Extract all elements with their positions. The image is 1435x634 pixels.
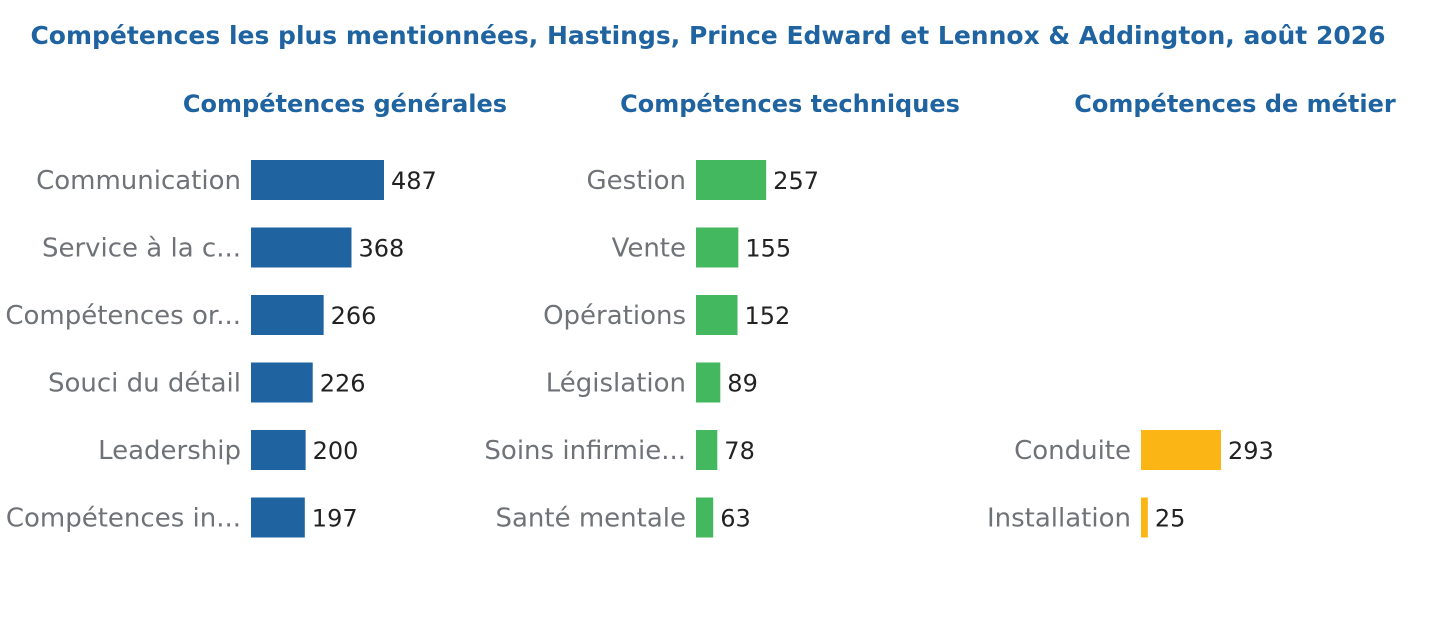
category-label: Gestion xyxy=(587,166,687,196)
category-label: Législation xyxy=(546,369,686,399)
value-label: 487 xyxy=(391,167,437,195)
bar xyxy=(696,362,721,403)
value-label: 197 xyxy=(312,505,358,533)
value-label: 266 xyxy=(331,302,377,330)
bar xyxy=(251,362,313,403)
panel-title: Compétences techniques xyxy=(620,90,960,118)
bar xyxy=(1141,497,1148,538)
bar xyxy=(696,430,718,470)
chart-title: Compétences les plus mentionnées, Hastin… xyxy=(30,21,1385,50)
bar xyxy=(251,295,324,335)
value-label: 25 xyxy=(1155,505,1186,533)
category-label: Service à la c... xyxy=(42,234,241,264)
bar xyxy=(1141,430,1222,470)
category-label: Opérations xyxy=(543,301,686,331)
category-label: Soins infirmie... xyxy=(484,436,686,466)
panel-2: Compétences techniques Gestion 257 Vente 155… xyxy=(484,90,960,538)
value-label: 226 xyxy=(320,370,366,398)
value-label: 368 xyxy=(359,235,405,263)
chart-panels: Compétences générales Communication 487 Ser… xyxy=(5,90,1396,538)
value-label: 293 xyxy=(1228,437,1274,465)
bar xyxy=(696,497,714,538)
bar xyxy=(251,227,352,268)
value-label: 78 xyxy=(724,437,755,465)
category-label: Conduite xyxy=(1014,436,1131,466)
bar xyxy=(251,497,305,538)
bar xyxy=(696,160,767,200)
value-label: 152 xyxy=(745,302,791,330)
category-label: Leadership xyxy=(98,436,241,466)
category-label: Communication xyxy=(36,166,241,196)
category-label: Souci du détail xyxy=(48,369,241,399)
bar xyxy=(696,295,738,335)
value-label: 155 xyxy=(745,235,791,263)
value-label: 200 xyxy=(313,437,359,465)
value-label: 257 xyxy=(773,167,819,195)
bar xyxy=(696,227,739,268)
panel-3: Compétences de métier Conduite 293 Installa… xyxy=(987,90,1396,538)
category-label: Santé mentale xyxy=(495,504,686,534)
panel-title: Compétences générales xyxy=(183,90,507,118)
category-label: Compétences in... xyxy=(6,504,241,534)
panel-title: Compétences de métier xyxy=(1074,90,1396,118)
panel-1: Compétences générales Communication 487 Ser… xyxy=(5,90,507,538)
category-label: Installation xyxy=(987,504,1131,534)
bar xyxy=(251,160,384,200)
bar xyxy=(251,430,306,470)
category-label: Compétences or... xyxy=(5,301,241,331)
category-label: Vente xyxy=(612,234,686,264)
value-label: 63 xyxy=(720,505,751,533)
value-label: 89 xyxy=(727,370,758,398)
